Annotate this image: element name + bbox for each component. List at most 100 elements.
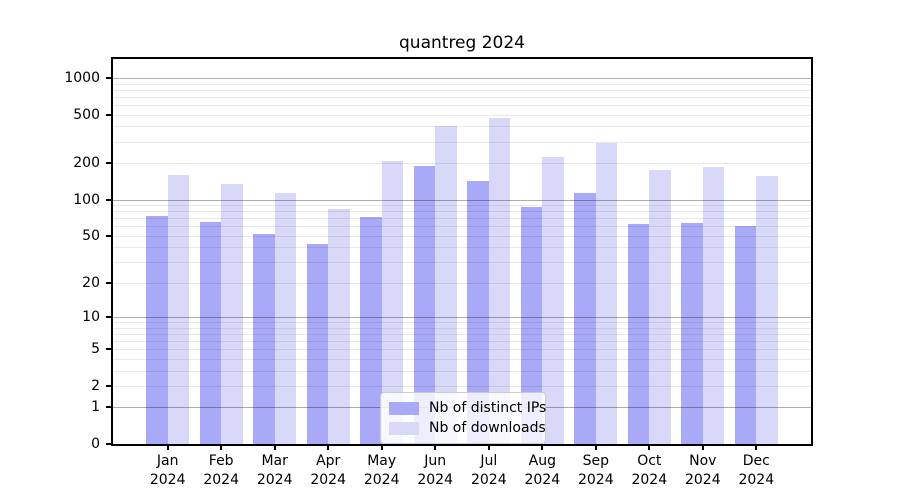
y-tick-label-1000: 1000 [64, 69, 100, 86]
y-tick-label-50: 50 [82, 227, 100, 244]
bar-sep-ips [574, 192, 596, 444]
x-tick-label-apr: Apr 2024 [296, 452, 360, 490]
gridline-3 [113, 370, 811, 372]
legend-label-downloads: Nb of downloads [429, 420, 546, 436]
x-tick-year: 2024 [256, 472, 293, 488]
x-tick-month: Nov [689, 453, 717, 469]
bar-jun-ips [413, 165, 436, 444]
x-tick-label-jul: Jul 2024 [457, 452, 521, 490]
x-tick-label-sep: Sep 2024 [564, 452, 628, 490]
gridline-300 [113, 141, 811, 143]
gridline-20 [113, 282, 811, 284]
gridline-400 [113, 126, 811, 128]
x-tick-label-oct: Oct 2024 [617, 452, 681, 490]
x-tick-year: 2024 [310, 472, 346, 488]
y-tick-100 [106, 198, 111, 201]
y-tick-2 [106, 384, 111, 387]
bar-dec-downloads [756, 176, 778, 444]
x-tick-year: 2024 [470, 472, 507, 488]
y-tick-1000 [106, 76, 111, 79]
y-tick-label-5: 5 [91, 341, 100, 358]
legend: Nb of distinct IPs Nb of downloads [380, 392, 546, 444]
gridline-60 [113, 226, 811, 228]
gridline-8 [113, 327, 811, 329]
x-tick-year: 2024 [417, 472, 453, 488]
bar-dec-ips [734, 226, 757, 444]
y-tick-500 [106, 113, 111, 116]
legend-item-downloads: Nb of downloads [389, 418, 546, 438]
x-tick-year: 2024 [203, 472, 239, 488]
gridline-100 [113, 199, 811, 201]
gridline-80 [113, 211, 811, 213]
bar-may-ips [360, 217, 382, 444]
x-tick-label-nov: Nov 2024 [671, 452, 735, 490]
gridline-10 [113, 316, 811, 318]
x-tick-month: Mar [261, 453, 288, 469]
x-tick-month: Dec [742, 453, 770, 469]
gridline-9 [113, 322, 811, 323]
bar-nov-ips [681, 222, 703, 444]
y-tick-1 [106, 406, 111, 409]
bar-mar-ips [253, 233, 275, 444]
x-tick-jan [166, 446, 169, 450]
y-tick-5 [106, 348, 111, 351]
gridline-1000 [113, 77, 811, 79]
x-tick-year: 2024 [738, 472, 775, 488]
gridline-5 [113, 349, 811, 351]
gridline-30 [113, 262, 811, 263]
gridline-7 [113, 333, 811, 335]
gridline-50 [113, 235, 811, 237]
x-tick-oct [648, 446, 651, 450]
x-tick-month: Sep [582, 453, 609, 469]
legend-swatch-distinct-ips [389, 401, 419, 415]
x-tick-nov [701, 446, 704, 450]
gridline-2 [113, 385, 811, 387]
bar-feb-downloads [221, 184, 243, 444]
bar-jul-ips [467, 181, 489, 444]
y-tick-label-2: 2 [91, 377, 100, 394]
y-tick-20 [106, 281, 111, 284]
bar-feb-ips [199, 222, 222, 444]
x-tick-year: 2024 [524, 472, 561, 488]
y-tick-label-500: 500 [73, 106, 100, 123]
x-tick-jul [487, 446, 490, 450]
gridline-500 [113, 114, 811, 116]
y-tick-50 [106, 234, 111, 237]
bar-jan-downloads [167, 174, 190, 444]
x-tick-aug [541, 446, 544, 450]
x-tick-may [380, 446, 383, 450]
gridline-40 [113, 247, 811, 249]
x-tick-month: Aug [528, 453, 556, 469]
gridline-900 [113, 83, 811, 85]
bar-mar-downloads [274, 192, 297, 444]
gridline-800 [113, 89, 811, 91]
legend-swatch-downloads [389, 421, 419, 435]
x-tick-month: Jul [480, 453, 498, 469]
gridline-6 [113, 340, 811, 342]
x-tick-year: 2024 [577, 472, 614, 488]
bar-oct-ips [627, 223, 650, 444]
y-tick-0 [106, 443, 111, 445]
gridline-700 [113, 96, 811, 98]
x-tick-month: Feb [208, 453, 234, 469]
y-tick-label-0: 0 [91, 436, 100, 452]
bar-aug-ips [520, 206, 543, 444]
x-tick-feb [220, 446, 223, 450]
x-tick-sep [594, 446, 597, 450]
bar-jul-downloads [488, 118, 511, 444]
gridline-600 [113, 105, 811, 106]
x-tick-label-dec: Dec 2024 [724, 452, 788, 490]
y-tick-label-100: 100 [73, 191, 100, 208]
x-tick-label-aug: Aug 2024 [510, 452, 574, 490]
x-tick-jun [434, 446, 437, 450]
x-tick-month: Oct [637, 453, 662, 469]
x-tick-month: Jan [156, 453, 179, 469]
gridline-4 [113, 358, 811, 360]
x-tick-apr [327, 446, 330, 450]
x-tick-year: 2024 [149, 472, 186, 488]
y-tick-200 [106, 162, 111, 164]
x-tick-mar [273, 446, 276, 450]
bar-oct-downloads [649, 170, 671, 444]
x-tick-label-feb: Feb 2024 [189, 452, 253, 490]
y-tick-label-1: 1 [91, 399, 100, 416]
